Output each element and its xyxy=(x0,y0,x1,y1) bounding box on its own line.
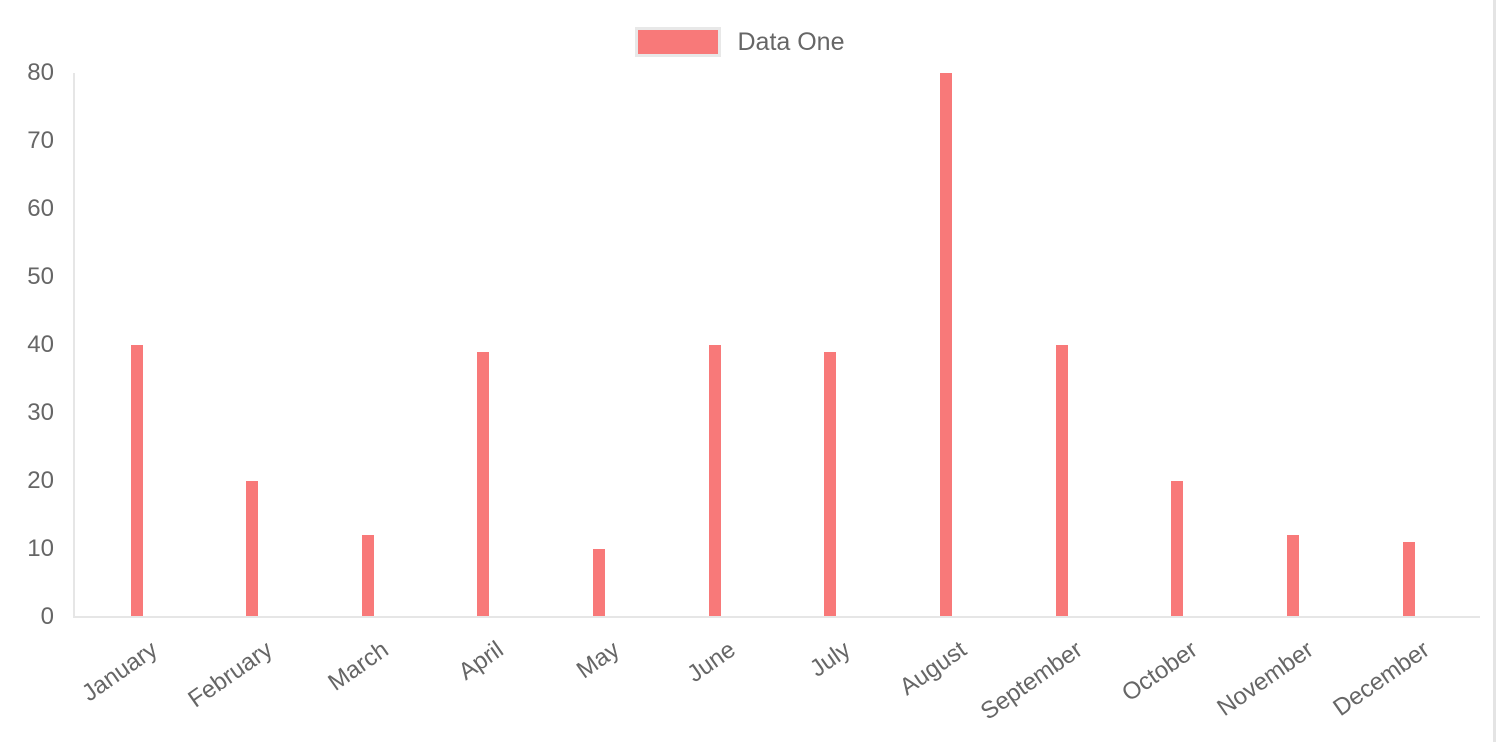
bar-june[interactable] xyxy=(708,345,721,617)
bar-august[interactable] xyxy=(940,73,952,617)
bar-may[interactable] xyxy=(593,549,606,617)
legend-label: Data One xyxy=(737,28,845,56)
y-tick-label-80: 80 xyxy=(27,59,54,86)
right-edge-border-line xyxy=(1493,0,1496,742)
bar-february[interactable] xyxy=(246,481,259,617)
y-tick-label-0: 0 xyxy=(40,603,54,630)
bar-september[interactable] xyxy=(1055,345,1068,617)
chart-legend[interactable]: Data One xyxy=(0,27,1480,57)
x-axis-line xyxy=(73,616,1480,618)
y-tick-label-50: 50 xyxy=(27,263,54,290)
bar-november[interactable] xyxy=(1286,535,1299,617)
bar-december[interactable] xyxy=(1402,542,1415,617)
y-tick-label-40: 40 xyxy=(27,331,54,358)
y-tick-label-10: 10 xyxy=(27,535,54,562)
legend-color-swatch xyxy=(635,27,722,57)
bar-march[interactable] xyxy=(361,535,374,617)
y-tick-label-30: 30 xyxy=(27,399,54,426)
bar-april[interactable] xyxy=(477,351,490,617)
bar-july[interactable] xyxy=(824,351,837,617)
bar-october[interactable] xyxy=(1171,481,1184,617)
y-tick-label-20: 20 xyxy=(27,467,54,494)
bar-january[interactable] xyxy=(130,345,143,617)
y-tick-label-60: 60 xyxy=(27,195,54,222)
y-axis-line xyxy=(73,73,75,617)
y-tick-label-70: 70 xyxy=(27,127,54,154)
